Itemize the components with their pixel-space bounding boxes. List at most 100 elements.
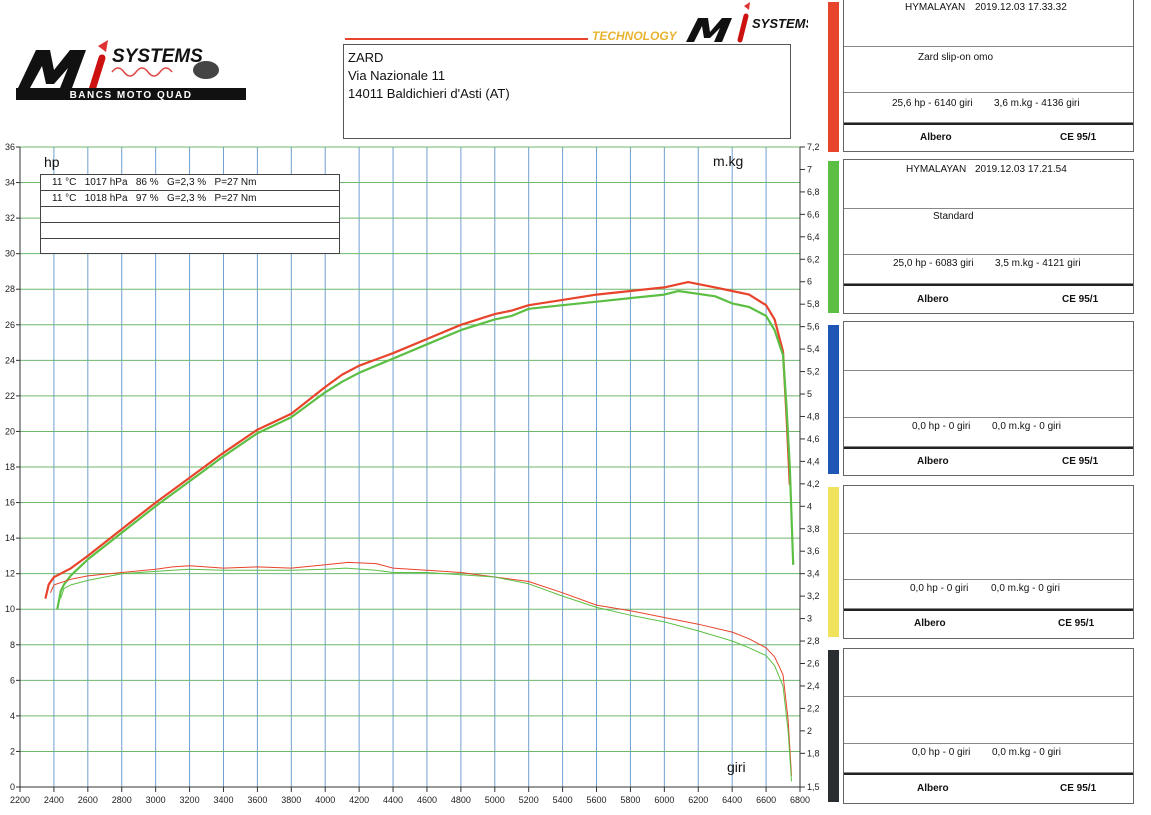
run-footer-left: Albero [920, 132, 952, 143]
x-tick-label: 3400 [213, 795, 233, 805]
y-left-tick-label: 12 [5, 569, 15, 579]
color-stripe [828, 325, 839, 474]
x-tick-label: 5200 [519, 795, 539, 805]
condition-row: 11 °C 1017 hPa 86 % G=2,3 % P=27 Nm [41, 175, 339, 191]
y-left-tick-label: 30 [5, 249, 15, 259]
svg-text:BANCS MOTO QUAD: BANCS MOTO QUAD [70, 90, 193, 101]
address-line-3: 14011 Baldichieri d'Asti (AT) [348, 86, 510, 101]
y-left-tick-label: 16 [5, 498, 15, 508]
run-result-hp: 0,0 hp - 0 giri [910, 583, 969, 594]
y-right-tick-label: 5,8 [807, 299, 820, 309]
y-right-tick-label: 3,6 [807, 546, 820, 556]
y-right-tick-label: 5,2 [807, 367, 820, 377]
x-tick-label: 2600 [78, 795, 98, 805]
power-axis-unit: hp [44, 154, 60, 170]
technology-logo: TECHNOLOGY SYSTEMS [592, 2, 808, 43]
x-tick-label: 4800 [451, 795, 471, 805]
y-left-tick-label: 36 [5, 142, 15, 152]
rpm-axis-unit: giri [727, 759, 746, 775]
y-right-tick-label: 1,5 [807, 782, 820, 792]
y-left-tick-label: 20 [5, 426, 15, 436]
run-footer-right: CE 95/1 [1060, 132, 1097, 143]
run-footer-left: Albero [917, 294, 949, 305]
y-left-tick-label: 8 [10, 640, 15, 650]
color-stripe [828, 161, 839, 313]
y-left-tick-label: 28 [5, 284, 15, 294]
y-left-tick-label: 18 [5, 462, 15, 472]
y-right-tick-label: 4 [807, 501, 812, 511]
run-description: Zard slip-on omo [918, 52, 994, 63]
y-left-tick-label: 2 [10, 746, 15, 756]
y-right-tick-label: 4,8 [807, 411, 820, 421]
run-panel-yellow: 0,0 hp - 0 giri 0,0 m.kg - 0 giri Albero… [828, 485, 1136, 639]
run-result-mkg: 0,0 m.kg - 0 giri [992, 747, 1061, 758]
condition-row [41, 207, 339, 223]
y-right-tick-label: 4,2 [807, 479, 820, 489]
y-right-tick-label: 2 [807, 726, 812, 736]
x-tick-label: 5800 [620, 795, 640, 805]
run-result-mkg: 0,0 m.kg - 0 giri [992, 421, 1061, 432]
x-tick-label: 4000 [315, 795, 335, 805]
run-result-hp: 25,0 hp - 6083 giri [893, 258, 974, 269]
y-left-tick-label: 32 [5, 213, 15, 223]
x-tick-label: 3200 [180, 795, 200, 805]
run-panel-green: HYMALAYAN 2019.12.03 17.21.54 Standard 2… [828, 159, 1136, 314]
run-footer-right: CE 95/1 [1060, 783, 1097, 794]
y-right-tick-label: 3,4 [807, 569, 820, 579]
x-tick-label: 6200 [688, 795, 708, 805]
run-result-hp: 0,0 hp - 0 giri [912, 421, 971, 432]
run-result-mkg: 0,0 m.kg - 0 giri [991, 583, 1060, 594]
y-right-tick-label: 5,4 [807, 344, 820, 354]
power-curve-green [56, 289, 795, 610]
color-stripe [828, 2, 839, 152]
y-left-tick-label: 34 [5, 178, 15, 188]
y-right-tick-label: 2,6 [807, 658, 820, 668]
y-right-tick-label: 6,2 [807, 254, 820, 264]
run-footer-right: CE 95/1 [1062, 456, 1099, 467]
y-right-tick-label: 4,6 [807, 434, 820, 444]
customer-address-box: ZARD Via Nazionale 11 14011 Baldichieri … [343, 44, 791, 139]
y-right-tick-label: 3,2 [807, 591, 820, 601]
torque-curve-green [60, 567, 792, 782]
run-card: 0,0 hp - 0 giri 0,0 m.kg - 0 giri Albero… [843, 648, 1134, 804]
y-left-tick-label: 0 [10, 782, 15, 792]
x-tick-label: 5600 [587, 795, 607, 805]
run-panel-black: 0,0 hp - 0 giri 0,0 m.kg - 0 giri Albero… [828, 648, 1136, 804]
color-stripe [828, 487, 839, 637]
y-right-tick-label: 5 [807, 389, 812, 399]
condition-row [41, 239, 339, 255]
run-model: HYMALAYAN [906, 164, 967, 175]
y-right-tick-label: 3 [807, 614, 812, 624]
torque-axis-unit: m.kg [713, 153, 744, 169]
run-card: 0,0 hp - 0 giri 0,0 m.kg - 0 giri Albero… [843, 321, 1134, 476]
run-result-mkg: 3,5 m.kg - 4121 giri [995, 258, 1081, 269]
y-left-tick-label: 24 [5, 355, 15, 365]
y-right-tick-label: 4,4 [807, 456, 820, 466]
y-right-tick-label: 1,8 [807, 748, 820, 758]
run-description: Standard [933, 211, 974, 222]
x-tick-label: 4600 [417, 795, 437, 805]
run-result-hp: 0,0 hp - 0 giri [912, 747, 971, 758]
x-tick-label: 5000 [485, 795, 505, 805]
run-result-hp: 25,6 hp - 6140 giri [892, 98, 973, 109]
y-left-tick-label: 14 [5, 533, 15, 543]
conditions-box: 11 °C 1017 hPa 86 % G=2,3 % P=27 Nm 11 °… [40, 174, 340, 254]
y-right-tick-label: 5,6 [807, 322, 820, 332]
y-left-tick-label: 6 [10, 675, 15, 685]
svg-text:SYSTEMS: SYSTEMS [112, 46, 203, 67]
run-datetime: 2019.12.03 17.33.32 [975, 2, 1067, 13]
run-result-mkg: 3,6 m.kg - 4136 giri [994, 98, 1080, 109]
x-tick-label: 6600 [756, 795, 776, 805]
y-right-tick-label: 6,6 [807, 209, 820, 219]
run-panel-blue: 0,0 hp - 0 giri 0,0 m.kg - 0 giri Albero… [828, 321, 1136, 476]
x-tick-label: 2200 [10, 795, 30, 805]
address-line-2: Via Nazionale 11 [348, 68, 446, 83]
run-footer-left: Albero [914, 618, 946, 629]
svg-text:TECHNOLOGY: TECHNOLOGY [592, 29, 678, 43]
x-tick-label: 6000 [654, 795, 674, 805]
x-tick-label: 2400 [44, 795, 64, 805]
condition-row: 11 °C 1018 hPa 97 % G=2,3 % P=27 Nm [41, 191, 339, 207]
run-card: HYMALAYAN 2019.12.03 17.21.54 Standard 2… [843, 159, 1134, 314]
x-tick-label: 2800 [112, 795, 132, 805]
red-rule [345, 38, 588, 40]
